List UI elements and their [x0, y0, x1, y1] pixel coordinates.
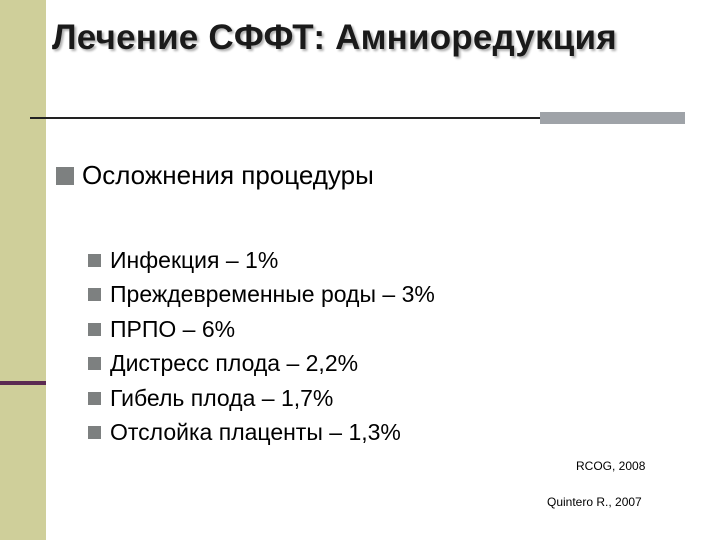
square-bullet-icon — [88, 426, 101, 440]
main-bullet-label: Осложнения процедуры — [82, 160, 374, 190]
list-item: Инфекция – 1% — [88, 243, 435, 278]
list-item-label: Гибель плода – 1,7% — [110, 384, 334, 411]
list-item-label: Дистресс плода – 2,2% — [110, 350, 359, 377]
list-item-label: Отслойка плаценты – 1,3% — [110, 419, 401, 446]
citation-rcog: RCOG, 2008 — [576, 459, 646, 473]
title-underline-accent — [540, 112, 685, 124]
list-item-label: ПРПО – 6% — [110, 315, 236, 342]
list-item: Гибель плода – 1,7% — [88, 381, 435, 416]
square-bullet-icon — [88, 322, 101, 336]
square-bullet-icon — [88, 357, 101, 371]
citation-quintero: Quintero R., 2007 — [547, 495, 642, 509]
list-item: ПРПО – 6% — [88, 312, 435, 347]
slide-title: Лечение СФФТ: Амниоредукция — [52, 18, 617, 57]
square-bullet-icon — [56, 166, 74, 185]
list-item: Преждевременные роды – 3% — [88, 278, 435, 313]
square-bullet-icon — [88, 288, 101, 302]
main-bullet-item: Осложнения процедуры — [56, 160, 374, 191]
square-bullet-icon — [88, 253, 101, 267]
left-bar-divider — [0, 381, 46, 385]
complications-list: Инфекция – 1% Преждевременные роды – 3% … — [88, 243, 435, 450]
list-item-label: Преждевременные роды – 3% — [110, 281, 435, 308]
list-item-label: Инфекция – 1% — [110, 246, 279, 273]
list-item: Дистресс плода – 2,2% — [88, 347, 435, 382]
left-decorative-bar — [0, 0, 46, 540]
list-item: Отслойка плаценты – 1,3% — [88, 416, 435, 451]
title-underline — [30, 117, 685, 119]
square-bullet-icon — [88, 391, 101, 405]
